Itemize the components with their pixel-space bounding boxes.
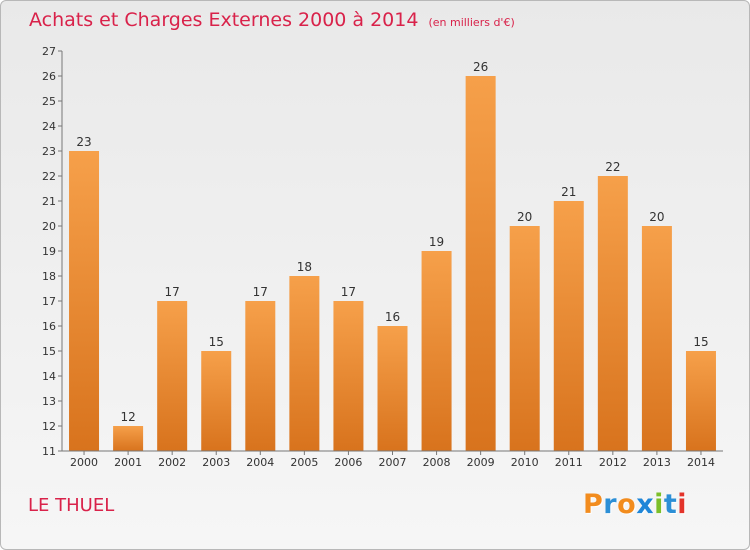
bar [509, 226, 540, 451]
x-tick-label: 2011 [555, 456, 583, 469]
data-label: 17 [253, 285, 268, 299]
y-tick-label: 12 [42, 420, 56, 433]
data-label: 15 [209, 335, 224, 349]
y-tick-label: 22 [42, 170, 56, 183]
y-tick-label: 19 [42, 245, 56, 258]
bar [69, 151, 100, 451]
data-label: 20 [649, 210, 664, 224]
x-tick-label: 2002 [158, 456, 186, 469]
y-tick-label: 21 [42, 195, 56, 208]
y-tick-label: 23 [42, 145, 56, 158]
y-tick-label: 25 [42, 95, 56, 108]
data-label: 16 [385, 310, 400, 324]
commune-name: LE THUEL [28, 495, 115, 516]
x-tick-label: 2006 [334, 456, 362, 469]
x-tick-label: 2009 [467, 456, 495, 469]
y-tick-label: 18 [42, 270, 56, 283]
data-label: 19 [429, 235, 444, 249]
y-tick-label: 13 [42, 395, 56, 408]
data-label: 21 [561, 185, 576, 199]
x-tick-label: 2001 [114, 456, 142, 469]
data-label: 22 [605, 160, 620, 174]
data-label: 18 [297, 260, 312, 274]
x-tick-label: 2014 [687, 456, 715, 469]
x-tick-label: 2012 [599, 456, 627, 469]
data-label: 17 [341, 285, 356, 299]
chart-title-block: Achats et Charges Externes 2000 à 2014 (e… [29, 9, 515, 31]
bar [113, 426, 144, 451]
bar [201, 351, 232, 451]
y-tick-label: 11 [42, 445, 56, 458]
logo-letter: o [617, 489, 637, 520]
bar [245, 301, 276, 451]
logo-letter: r [603, 489, 618, 520]
data-label: 23 [76, 135, 91, 149]
y-tick-label: 26 [42, 70, 56, 83]
bar [157, 301, 188, 451]
y-tick-label: 15 [42, 345, 56, 358]
chart-subtitle: (en milliers d'€) [428, 16, 515, 29]
data-label: 12 [120, 410, 135, 424]
y-tick-label: 14 [42, 370, 56, 383]
bar [685, 351, 716, 451]
x-tick-label: 2010 [511, 456, 539, 469]
logo-letter: i [677, 489, 688, 520]
data-label: 20 [517, 210, 532, 224]
x-tick-label: 2008 [423, 456, 451, 469]
y-tick-label: 16 [42, 320, 56, 333]
proxiti-logo: Proxiti [583, 489, 687, 520]
bar [465, 76, 496, 451]
bar [377, 326, 408, 451]
y-tick-label: 17 [42, 295, 56, 308]
logo-letter: t [663, 489, 678, 520]
y-tick-label: 27 [42, 45, 56, 58]
bar [333, 301, 364, 451]
bar [421, 251, 452, 451]
bar [597, 176, 628, 451]
x-tick-label: 2004 [246, 456, 274, 469]
data-label: 26 [473, 60, 488, 74]
x-tick-label: 2003 [202, 456, 230, 469]
logo-letter: P [583, 489, 604, 520]
x-tick-label: 2007 [379, 456, 407, 469]
logo-letter: i [654, 489, 664, 520]
bar [289, 276, 320, 451]
x-tick-label: 2013 [643, 456, 671, 469]
logo-letter: x [636, 489, 655, 520]
x-tick-label: 2000 [70, 456, 98, 469]
data-label: 15 [693, 335, 708, 349]
chart-title: Achats et Charges Externes 2000 à 2014 [29, 9, 419, 31]
bar [553, 201, 584, 451]
y-tick-label: 24 [42, 120, 56, 133]
bar [641, 226, 672, 451]
x-tick-label: 2005 [290, 456, 318, 469]
y-tick-label: 20 [42, 220, 56, 233]
data-label: 17 [165, 285, 180, 299]
